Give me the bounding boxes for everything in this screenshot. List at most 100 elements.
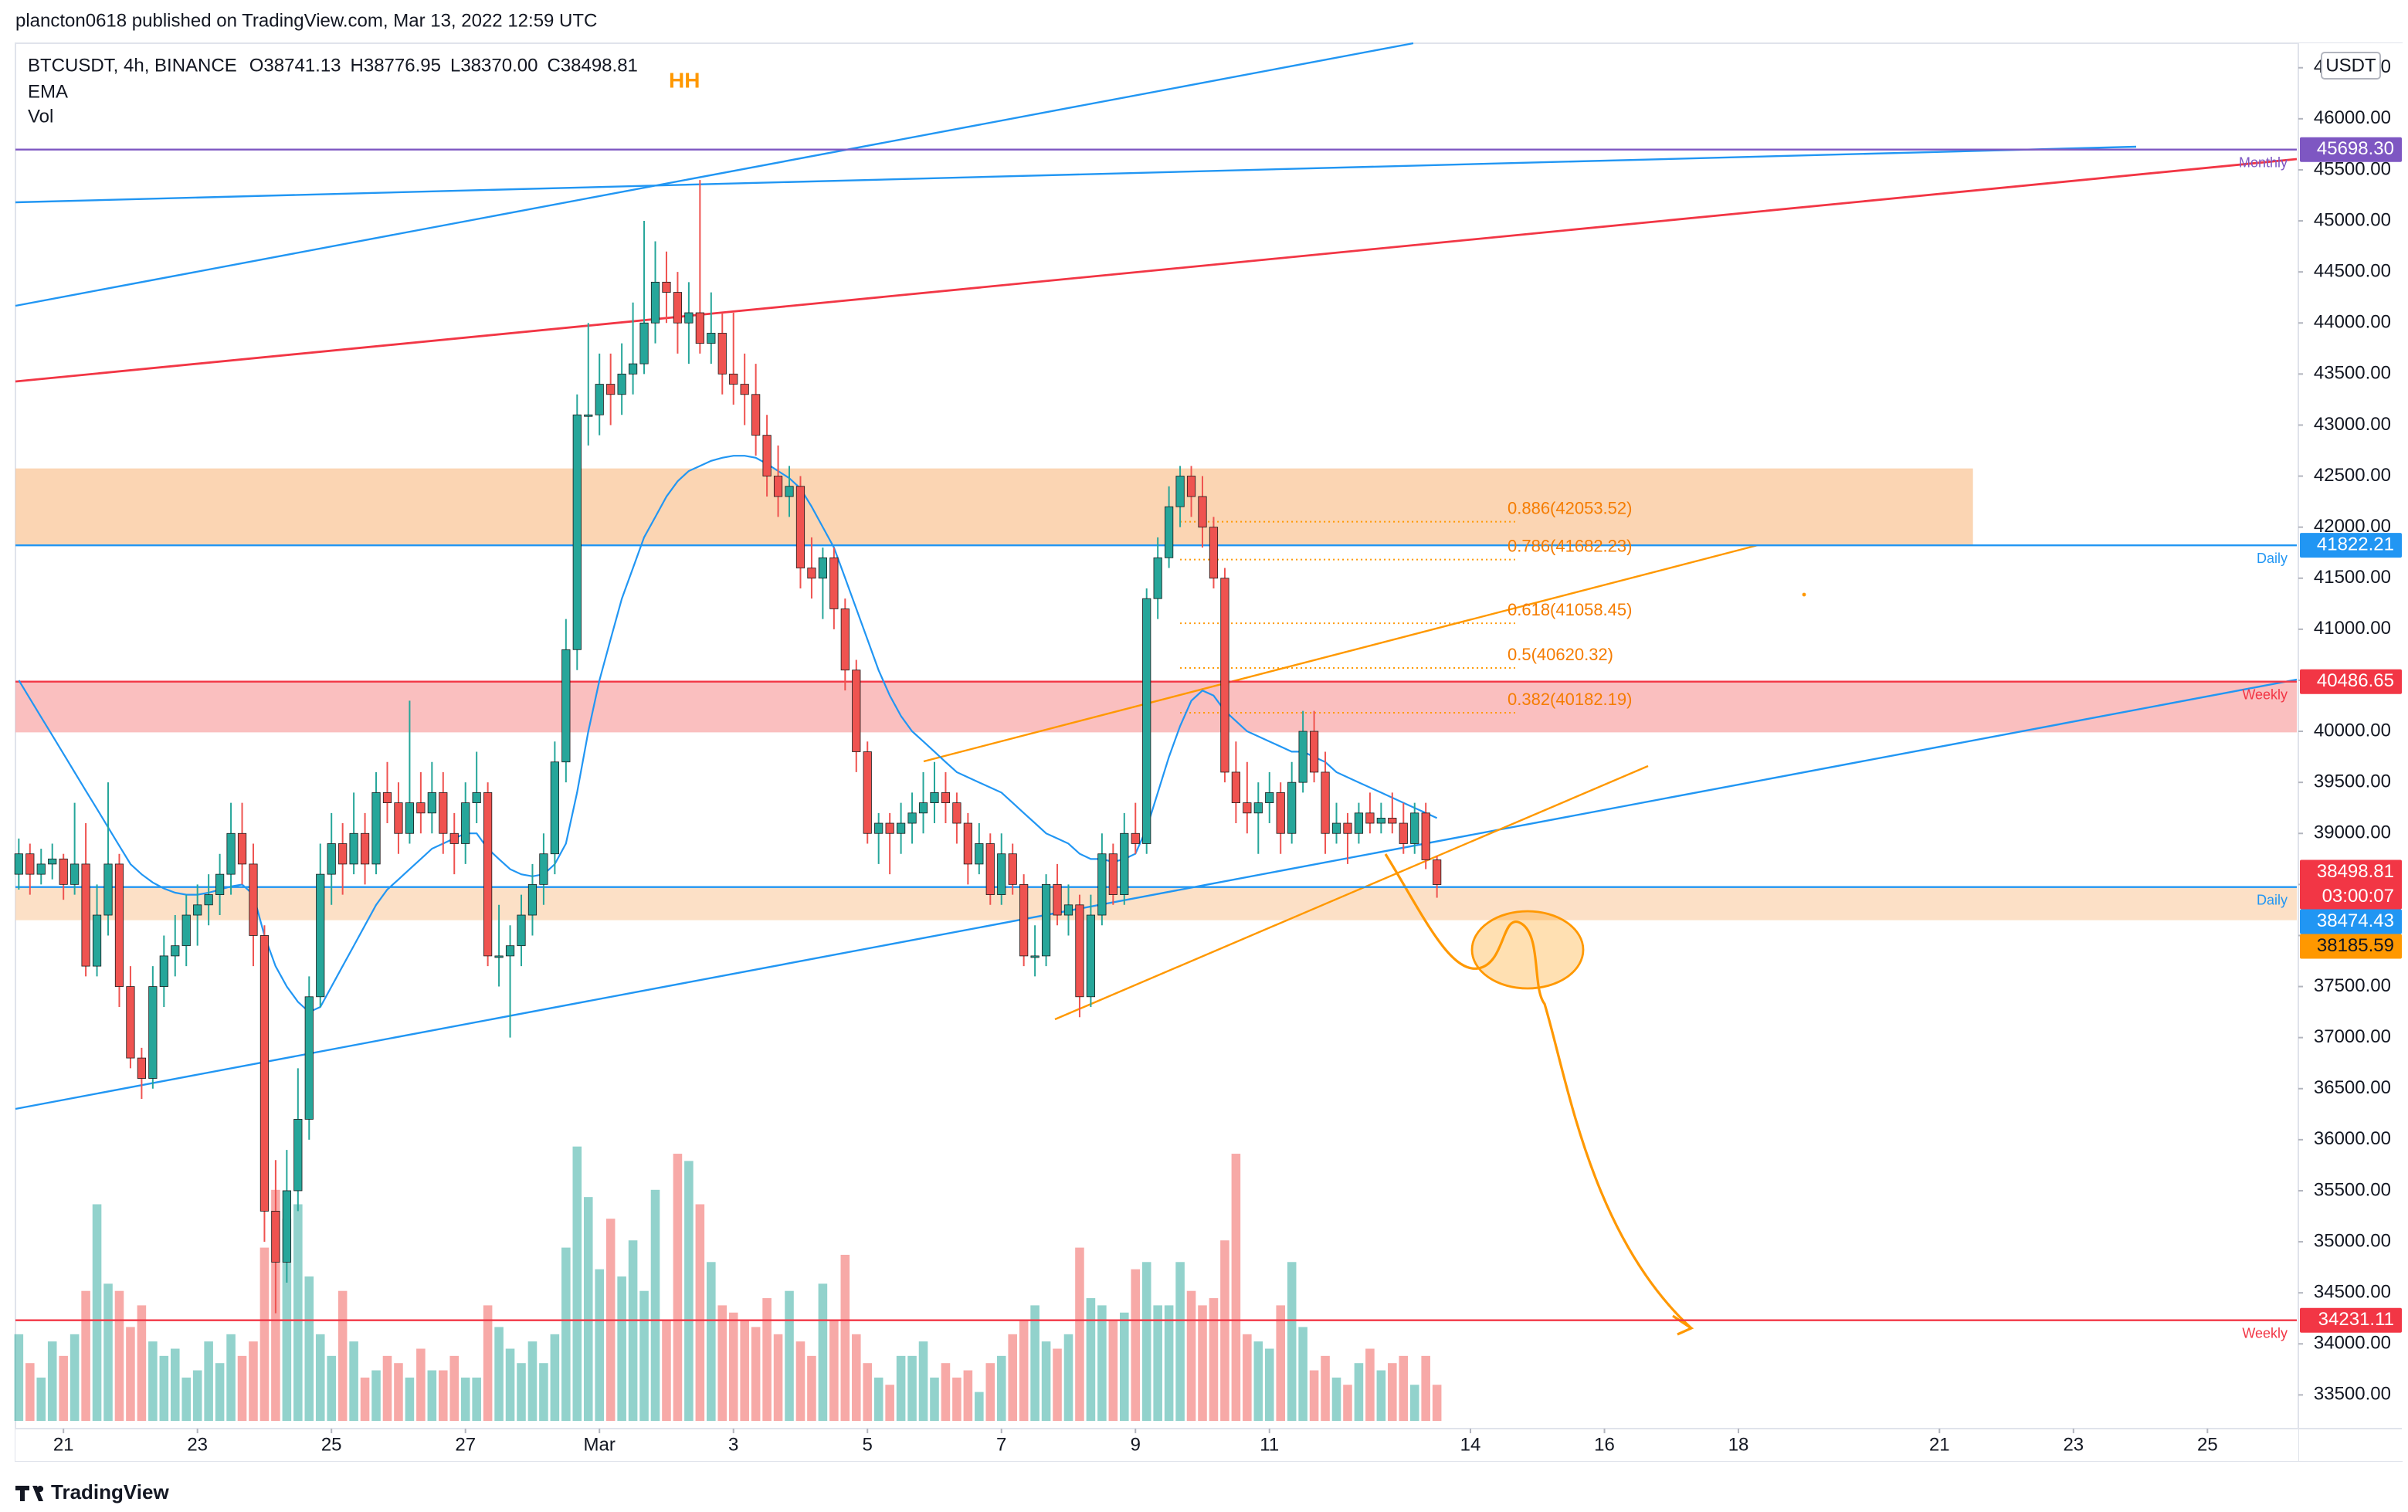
countdown: 03:00:07 xyxy=(2322,886,2394,907)
price-tag-label: 34231.11 xyxy=(2318,1309,2394,1330)
candle-body xyxy=(1019,883,1029,957)
volume-bar xyxy=(70,1334,80,1421)
x-tick-label: 27 xyxy=(455,1434,476,1455)
volume-bar xyxy=(1376,1370,1386,1421)
candle-body xyxy=(159,955,168,987)
candle-body xyxy=(1153,557,1162,599)
trend-line xyxy=(15,42,1414,307)
candle-body xyxy=(897,822,906,834)
candle-body xyxy=(1041,883,1051,957)
y-tick-label: 45500.00 xyxy=(2314,158,2391,179)
y-tick-label: 34000.00 xyxy=(2314,1333,2391,1354)
candle-body xyxy=(193,904,202,916)
annotation-hh: HH xyxy=(669,68,700,92)
volume-bar xyxy=(14,1334,24,1421)
price-tag-label: 41822.21 xyxy=(2317,534,2394,554)
volume-bar xyxy=(1243,1334,1252,1421)
candle-body xyxy=(1142,598,1151,844)
candle-body xyxy=(863,751,872,834)
y-tick-label: 39000.00 xyxy=(2314,822,2391,843)
candle-body xyxy=(304,996,314,1120)
y-tick-label: 44500.00 xyxy=(2314,260,2391,281)
volume-bar xyxy=(360,1377,370,1421)
candle-body xyxy=(148,986,158,1079)
y-tick-label: 35500.00 xyxy=(2314,1179,2391,1200)
candle-body xyxy=(114,863,124,987)
candle-body xyxy=(483,792,493,957)
volume-bar xyxy=(1321,1355,1330,1421)
volume-bar xyxy=(1365,1348,1375,1421)
volume-bar xyxy=(1153,1305,1162,1421)
price-tag-label: 38185.59 xyxy=(2317,935,2394,956)
volume-bar xyxy=(394,1363,403,1421)
candle-body xyxy=(1030,955,1040,958)
volume-bar xyxy=(952,1377,962,1421)
x-tick-label: 3 xyxy=(728,1434,738,1455)
zone xyxy=(15,468,1973,546)
candle-body xyxy=(237,832,247,865)
candle-body xyxy=(14,853,23,875)
candle-body xyxy=(461,802,470,844)
candle-body xyxy=(785,486,794,497)
x-tick-label: 21 xyxy=(1929,1434,1950,1455)
volume-bar xyxy=(237,1355,247,1421)
volume-bar xyxy=(327,1355,336,1421)
volume-bar xyxy=(483,1305,493,1421)
candle-body xyxy=(1063,904,1073,916)
y-tick-label: 43000.00 xyxy=(2314,414,2391,435)
volume-bar xyxy=(572,1146,582,1421)
candle-body xyxy=(282,1190,291,1263)
volume-bar xyxy=(371,1370,381,1421)
price-tag xyxy=(2300,934,2402,959)
volume-bar xyxy=(25,1363,35,1421)
volume-bar xyxy=(684,1161,694,1421)
candle-body xyxy=(204,894,213,906)
volume-bar xyxy=(1198,1305,1207,1421)
candle-body xyxy=(1220,578,1229,773)
candle-body xyxy=(729,373,738,385)
volume-bar xyxy=(1220,1240,1229,1421)
x-tick-label: 9 xyxy=(1131,1434,1141,1455)
volume-bar xyxy=(1432,1385,1442,1421)
fib-label: 0.886(42053.52) xyxy=(1508,498,1632,517)
candle-body xyxy=(997,853,1006,895)
volume-bar xyxy=(460,1377,470,1421)
candle-body xyxy=(1321,771,1330,834)
volume-bar xyxy=(907,1355,917,1421)
candle-body xyxy=(1108,853,1118,895)
volume-bar xyxy=(650,1189,660,1421)
candle-body xyxy=(382,792,392,803)
candle-body xyxy=(572,414,582,650)
footer: TradingView xyxy=(15,1480,169,1504)
volume-bar xyxy=(996,1355,1006,1421)
candle-body xyxy=(226,832,236,875)
volume-bar xyxy=(539,1363,548,1421)
candle-body xyxy=(1388,818,1397,824)
price-tag xyxy=(2300,669,2402,694)
candle-body xyxy=(1309,731,1319,773)
volume-bar xyxy=(561,1247,571,1421)
ohlc-value: 38741.13 xyxy=(263,55,341,76)
volume-bar xyxy=(472,1377,481,1421)
candle-body xyxy=(807,568,816,579)
volume-bar xyxy=(885,1385,894,1421)
time-axis-bg xyxy=(15,1429,2298,1461)
candle-body xyxy=(371,792,381,865)
volume-bar xyxy=(449,1355,460,1421)
volume-bar xyxy=(315,1334,325,1421)
candle-body xyxy=(338,843,348,865)
volume-bar xyxy=(170,1348,180,1421)
zone xyxy=(15,887,2297,920)
volume-bar xyxy=(293,1204,303,1421)
candle-body xyxy=(561,649,571,763)
candle-body xyxy=(1198,496,1207,528)
ohlc-key: H xyxy=(351,55,364,76)
candle-body xyxy=(215,873,225,895)
volume-bar xyxy=(918,1341,928,1421)
candle-body xyxy=(650,281,660,324)
candle-body xyxy=(1086,914,1096,998)
candle-body xyxy=(271,1211,280,1263)
candle-body xyxy=(673,292,683,324)
